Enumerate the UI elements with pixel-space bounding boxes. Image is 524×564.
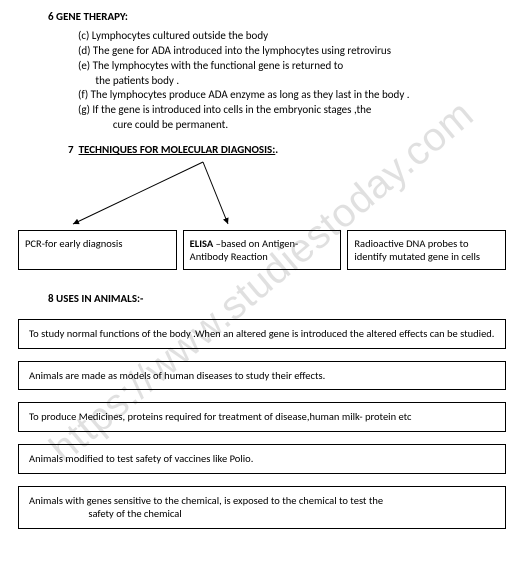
list-item: (c) Lymphocytes cultured outside the bod… xyxy=(78,29,506,44)
section-7-number: 7 xyxy=(68,143,74,156)
elisa-bold: ELISA xyxy=(190,237,214,250)
arrow-line xyxy=(203,162,228,224)
section-8-heading: 8 USES IN ANIMALS:- xyxy=(48,292,506,305)
section-7-boxes: PCR-for early diagnosis ELISA –based on … xyxy=(18,230,506,270)
uses-box: Animals are made as models of human dise… xyxy=(18,361,506,391)
diagnosis-box-elisa: ELISA –based on Antigen-Antibody Reactio… xyxy=(183,230,342,270)
uses-box: Animals with genes sensitive to the chem… xyxy=(18,486,506,529)
list-item: the patients body . xyxy=(78,74,506,89)
section-7-dot: . xyxy=(275,143,278,156)
uses-box: Animals modified to test safety of vacci… xyxy=(18,444,506,474)
section-6-list: (c) Lymphocytes cultured outside the bod… xyxy=(18,29,506,133)
section-6-heading: 6 GENE THERAPY: xyxy=(48,10,506,23)
diagnosis-box-probes: Radioactive DNA probes to identify mutat… xyxy=(347,230,506,270)
list-item: (f) The lymphocytes produce ADA enzyme a… xyxy=(78,88,506,103)
list-item: cure could be permanent. xyxy=(78,118,506,133)
section-7-title: TECHNIQUES FOR MOLECULAR DIAGNOSIS: xyxy=(79,143,276,156)
diagnosis-box-pcr: PCR-for early diagnosis xyxy=(18,230,177,270)
section-7-heading: 7 TECHNIQUES FOR MOLECULAR DIAGNOSIS:. xyxy=(68,143,506,156)
list-item: (d) The gene for ADA introduced into the… xyxy=(78,44,506,59)
list-item: (e) The lymphocytes with the functional … xyxy=(78,59,506,74)
list-item: (g) If the gene is introduced into cells… xyxy=(78,103,506,118)
uses-box: To study normal functions of the body .W… xyxy=(18,319,506,349)
arrow-line xyxy=(73,162,203,224)
diagram-arrows xyxy=(18,160,506,230)
uses-box: To produce Medicines, proteins required … xyxy=(18,402,506,432)
